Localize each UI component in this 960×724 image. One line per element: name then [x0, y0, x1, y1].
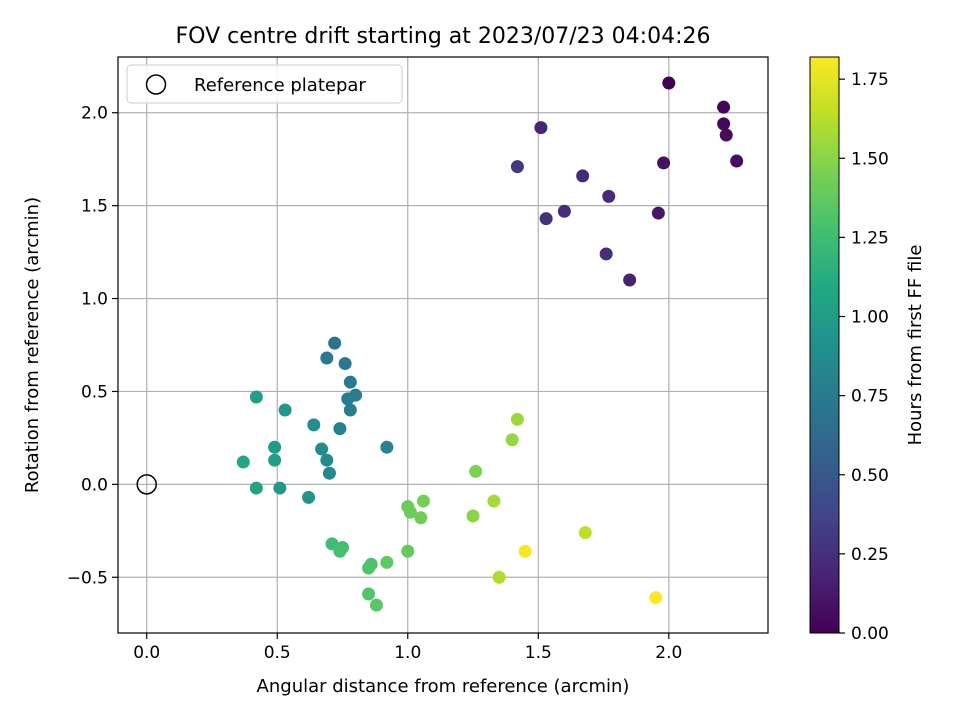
data-point — [236, 455, 250, 469]
data-point — [341, 392, 355, 406]
colorbar-tick-label: 0.00 — [851, 624, 889, 644]
data-points — [236, 76, 744, 612]
data-point — [362, 561, 376, 575]
data-point — [273, 481, 287, 495]
colorbar-tick-label: 0.75 — [851, 387, 889, 407]
data-point — [662, 76, 676, 90]
data-point — [322, 466, 336, 480]
data-point — [649, 591, 663, 605]
legend: Reference platepar — [126, 64, 403, 104]
chart-title: FOV centre drift starting at 2023/07/23 … — [176, 24, 711, 49]
data-point — [492, 570, 506, 584]
data-point — [599, 247, 613, 261]
data-point — [717, 100, 731, 114]
colorbar-tick-label: 1.50 — [851, 149, 889, 169]
y-tick-label: −0.5 — [67, 568, 108, 588]
colorbar-tick-label: 1.00 — [851, 308, 889, 328]
legend-label: Reference platepar — [194, 75, 366, 96]
colorbar-label: Hours from first FF file — [905, 245, 926, 446]
data-point — [380, 555, 394, 569]
data-point — [333, 422, 347, 436]
colorbar: 0.00 0.25 0.50 0.75 1.00 1.25 1.50 1.75 Hours f… — [809, 56, 926, 644]
data-point — [518, 544, 532, 558]
data-point — [343, 403, 357, 417]
data-point — [338, 357, 352, 371]
colorbar-tick-label: 1.75 — [851, 70, 889, 90]
data-point — [302, 490, 316, 504]
colorbar-gradient — [809, 56, 840, 634]
data-point — [320, 453, 334, 467]
reference-point — [136, 474, 157, 495]
data-point — [469, 464, 483, 478]
data-point — [717, 117, 731, 131]
data-point — [539, 212, 553, 226]
x-tick-label: 0.0 — [133, 643, 160, 663]
x-tick-label: 2.0 — [655, 643, 682, 663]
data-point — [557, 204, 571, 218]
y-tick-label: 1.0 — [81, 290, 108, 310]
data-point — [320, 351, 334, 365]
data-point — [534, 121, 548, 135]
legend-box — [126, 64, 403, 104]
x-tick-label: 1.5 — [525, 643, 552, 663]
colorbar-tick-label: 0.25 — [851, 545, 889, 565]
y-tick-label: 1.5 — [81, 197, 108, 217]
grid-lines — [118, 57, 768, 633]
data-point — [466, 509, 480, 523]
data-point — [602, 189, 616, 203]
data-point — [362, 587, 376, 601]
plot-frame — [117, 56, 769, 634]
data-point — [278, 403, 292, 417]
x-tick-label: 0.5 — [264, 643, 291, 663]
legend-marker — [145, 74, 167, 95]
data-point — [315, 442, 329, 456]
data-point — [578, 526, 592, 540]
data-point — [369, 598, 383, 612]
data-point — [249, 390, 263, 404]
data-point — [328, 336, 342, 350]
x-axis-label: Angular distance from reference (arcmin) — [257, 676, 630, 697]
data-point — [268, 440, 282, 454]
reference-platepar-marker — [136, 474, 157, 495]
data-point — [623, 273, 637, 287]
y-axis-label: Rotation from reference (arcmin) — [22, 197, 43, 493]
y-tick-label: 0.0 — [81, 475, 108, 495]
x-axis-ticks: 0.0 0.5 1.0 1.5 2.0 — [133, 633, 682, 663]
colorbar-tick-label: 0.50 — [851, 466, 889, 486]
data-point — [657, 156, 671, 170]
colorbar-tick-label: 1.25 — [851, 228, 889, 248]
data-point — [719, 128, 733, 142]
data-point — [651, 206, 665, 220]
data-point — [487, 494, 501, 508]
data-point — [416, 494, 430, 508]
data-point — [510, 412, 524, 426]
data-point — [510, 160, 524, 174]
data-point — [268, 453, 282, 467]
y-tick-label: 0.5 — [81, 382, 108, 402]
data-point — [414, 511, 428, 525]
data-point — [307, 418, 321, 432]
data-point — [401, 544, 415, 558]
data-point — [380, 440, 394, 454]
data-point — [249, 481, 263, 495]
data-point — [333, 544, 347, 558]
y-axis-ticks: −0.5 0.0 0.5 1.0 1.5 2.0 — [67, 104, 118, 588]
colorbar-ticks: 0.00 0.25 0.50 0.75 1.00 1.25 1.50 1.75 — [839, 70, 889, 644]
x-tick-label: 1.0 — [394, 643, 421, 663]
data-point — [343, 375, 357, 389]
data-point — [403, 505, 417, 519]
data-point — [730, 154, 744, 168]
data-point — [576, 169, 590, 183]
y-tick-label: 2.0 — [81, 104, 108, 124]
data-point — [505, 433, 519, 447]
